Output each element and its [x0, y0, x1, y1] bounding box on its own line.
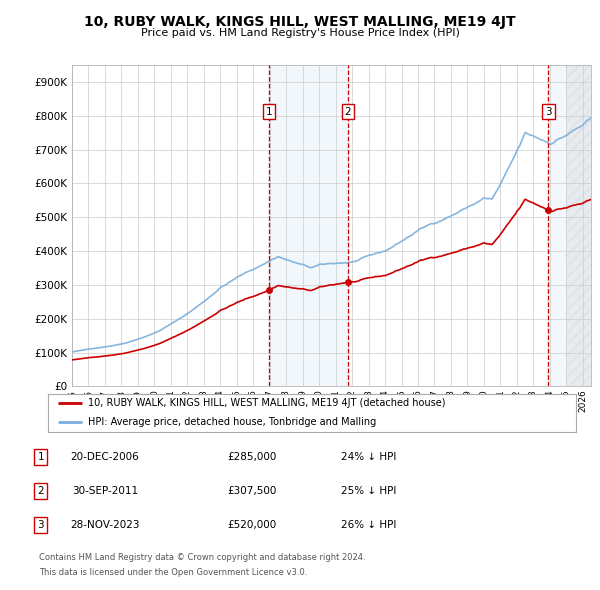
Text: Price paid vs. HM Land Registry's House Price Index (HPI): Price paid vs. HM Land Registry's House …: [140, 28, 460, 38]
Bar: [268, 65, 349, 386]
Text: 3: 3: [37, 520, 44, 530]
Text: 26% ↓ HPI: 26% ↓ HPI: [341, 520, 397, 530]
Text: 3: 3: [545, 107, 551, 116]
Text: This data is licensed under the Open Government Licence v3.0.: This data is licensed under the Open Gov…: [39, 568, 307, 577]
Text: Contains HM Land Registry data © Crown copyright and database right 2024.: Contains HM Land Registry data © Crown c…: [39, 553, 365, 562]
Text: 10, RUBY WALK, KINGS HILL, WEST MALLING, ME19 4JT (detached house): 10, RUBY WALK, KINGS HILL, WEST MALLING,…: [88, 398, 445, 408]
Text: 25% ↓ HPI: 25% ↓ HPI: [341, 486, 397, 496]
Text: 10, RUBY WALK, KINGS HILL, WEST MALLING, ME19 4JT: 10, RUBY WALK, KINGS HILL, WEST MALLING,…: [84, 15, 516, 29]
Text: 20-DEC-2006: 20-DEC-2006: [71, 453, 139, 462]
Text: 1: 1: [37, 453, 44, 462]
Text: £520,000: £520,000: [227, 520, 277, 530]
Text: 2: 2: [37, 486, 44, 496]
Text: £307,500: £307,500: [227, 486, 277, 496]
Text: HPI: Average price, detached house, Tonbridge and Malling: HPI: Average price, detached house, Tonb…: [88, 417, 376, 427]
Text: £285,000: £285,000: [227, 453, 277, 462]
Bar: [547, 65, 591, 386]
Text: 28-NOV-2023: 28-NOV-2023: [70, 520, 140, 530]
Text: 1: 1: [266, 107, 272, 116]
Text: 24% ↓ HPI: 24% ↓ HPI: [341, 453, 397, 462]
Text: 2: 2: [344, 107, 351, 116]
Bar: [566, 65, 591, 386]
Text: 30-SEP-2011: 30-SEP-2011: [72, 486, 138, 496]
